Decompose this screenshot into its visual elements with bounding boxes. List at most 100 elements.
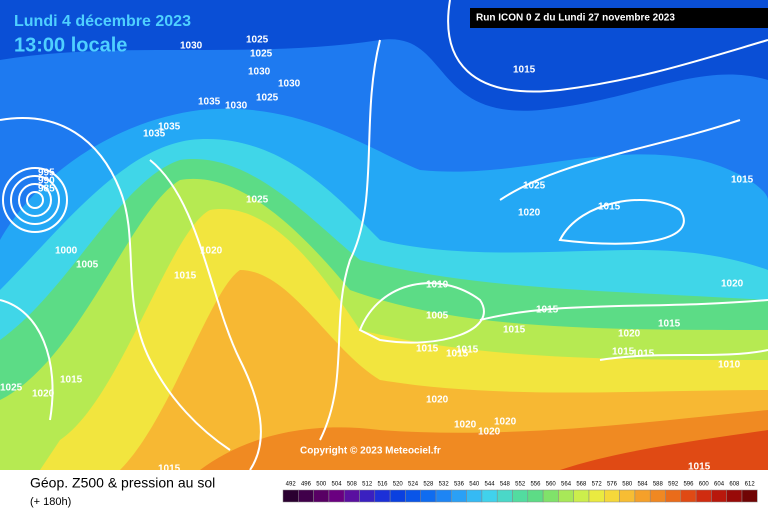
- scale-label: 588: [653, 482, 664, 488]
- isobar-label: 1025: [256, 93, 279, 104]
- isobar-label: 1025: [246, 35, 269, 46]
- isobar-label: 1020: [618, 329, 641, 340]
- scale-swatch: [695, 489, 712, 503]
- scale-label: 592: [668, 482, 679, 488]
- scale-swatch: [573, 489, 590, 503]
- scale-swatch: [680, 489, 697, 503]
- scale-label: 500: [316, 482, 327, 488]
- scale-swatch: [451, 489, 467, 503]
- map-time: 13:00 locale: [14, 34, 127, 56]
- isobar-label: 1015: [632, 349, 655, 360]
- scale-label: 548: [500, 482, 511, 488]
- isobar-label: 1020: [32, 389, 55, 400]
- scale-label: 560: [546, 482, 557, 488]
- isobar-label: 1025: [523, 181, 546, 192]
- isobar-label: 1015: [158, 464, 181, 475]
- isobar: [358, 282, 485, 344]
- scale-swatch: [389, 489, 406, 503]
- scale-swatch: [588, 489, 605, 503]
- isobar: [10, 175, 60, 225]
- isobar: [499, 119, 741, 201]
- isobar-label: 1020: [200, 246, 223, 257]
- scale-label: 564: [561, 482, 572, 488]
- scale-label: 528: [423, 482, 434, 488]
- scale-label: 584: [638, 482, 649, 488]
- isobar: [0, 117, 231, 451]
- isobar-label: 1020: [454, 420, 477, 431]
- isobar-label: 1015: [731, 175, 754, 186]
- isobar: [599, 349, 768, 361]
- scale-swatch: [298, 489, 314, 503]
- scale-label: 568: [576, 482, 587, 488]
- scale-label: 504: [332, 482, 343, 488]
- isobar-label: 1005: [76, 260, 99, 271]
- product-name: Géop. Z500 & pression au sol: [30, 475, 215, 491]
- scale-swatch: [405, 489, 421, 503]
- scale-swatch: [374, 489, 391, 503]
- isobar-label: 1015: [598, 202, 621, 213]
- isobar-label: 1035: [143, 129, 166, 140]
- scale-swatch: [328, 489, 345, 503]
- isobar-label: 1010: [718, 360, 741, 371]
- isobar-label: 1015: [513, 65, 536, 76]
- scale-label: 608: [729, 482, 740, 488]
- isobar-label: 1020: [518, 208, 541, 219]
- scale-swatch: [726, 489, 743, 503]
- isobar-label: 1015: [416, 344, 439, 355]
- isobar-label: 1020: [721, 279, 744, 290]
- isobar-label: 1015: [446, 349, 469, 360]
- isobar: [558, 199, 685, 245]
- scale-label: 496: [301, 482, 312, 488]
- scale-label: 552: [515, 482, 526, 488]
- run-box: [470, 8, 768, 28]
- scale-swatch: [512, 489, 529, 503]
- scale-label: 576: [607, 482, 618, 488]
- scale-label: 524: [408, 482, 419, 488]
- isobar-label: 1015: [658, 319, 681, 330]
- isobar-label: 1015: [174, 271, 197, 282]
- scale-label: 580: [622, 482, 633, 488]
- scale-label: 492: [286, 482, 297, 488]
- scale-swatch: [619, 489, 636, 503]
- scale-swatch: [481, 489, 498, 503]
- scale-label: 520: [393, 482, 404, 488]
- color-scale: 492 496 500 504 508 512 516 520 524 528 532 536 540 5…: [282, 482, 758, 503]
- scale-label: 540: [469, 482, 480, 488]
- scale-label: 604: [714, 482, 725, 488]
- scale-label: 556: [530, 482, 541, 488]
- isobar-label: 1020: [426, 395, 449, 406]
- isobar-label: 1035: [198, 97, 221, 108]
- isobar-label: 1015: [688, 462, 711, 473]
- scale-swatch: [527, 489, 544, 503]
- scale-swatch: [496, 489, 513, 503]
- scale-swatch: [741, 489, 758, 503]
- scale-label: 612: [745, 482, 756, 488]
- field-zone: [560, 430, 768, 470]
- scale-label: 596: [683, 482, 694, 488]
- scale-swatch: [665, 489, 682, 503]
- isobar-label: 995: [38, 168, 55, 179]
- isobars: [0, 0, 768, 471]
- isobar: [149, 159, 262, 471]
- isobar: [26, 191, 44, 209]
- scale-swatch: [282, 489, 299, 503]
- isobar: [0, 299, 54, 421]
- isobar-label: 1015: [536, 305, 559, 316]
- isobar-label: 1030: [278, 79, 301, 90]
- isobar-label: 1015: [612, 347, 635, 358]
- isobar-label: 1030: [180, 41, 203, 52]
- scale-swatch: [313, 489, 330, 503]
- scale-swatch: [604, 489, 620, 503]
- map-date: Lundi 4 décembre 2023: [14, 13, 191, 30]
- isobar-label: 1020: [494, 417, 517, 428]
- scale-swatch: [343, 489, 360, 503]
- isobar-label: 1025: [246, 195, 269, 206]
- field-zone: [120, 270, 768, 470]
- isobar-label: 1025: [250, 49, 273, 60]
- isobar: [447, 0, 768, 93]
- scale-swatch: [634, 489, 651, 503]
- scale-swatch: [359, 489, 376, 503]
- scale-swatch: [420, 489, 437, 503]
- scale-label: 600: [699, 482, 710, 488]
